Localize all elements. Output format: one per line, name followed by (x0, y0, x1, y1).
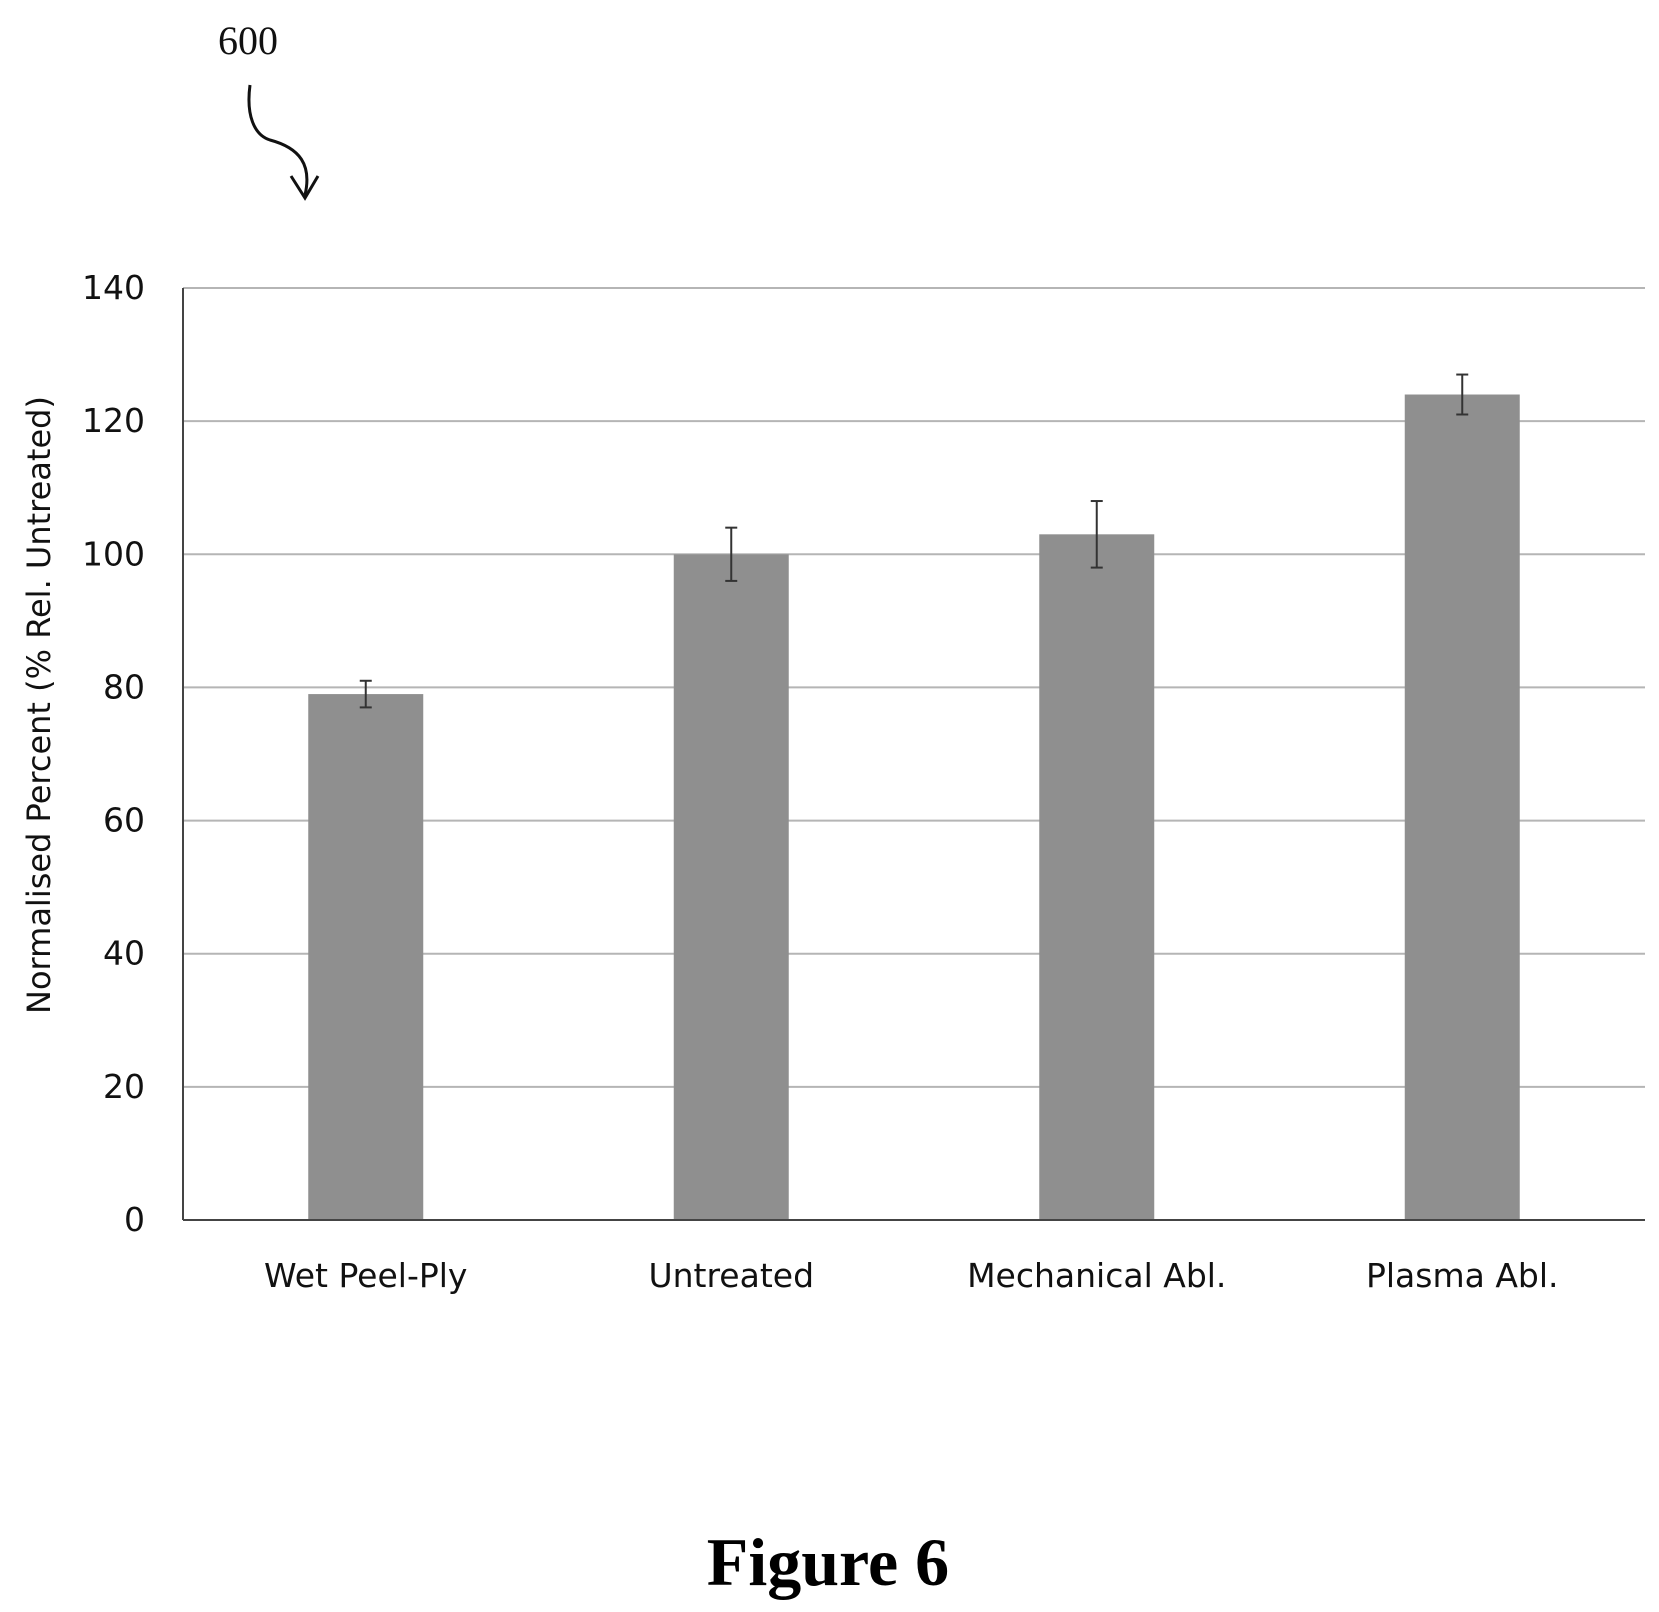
pointer-arrow-icon (247, 84, 309, 196)
bar (1039, 534, 1155, 1220)
y-tick-label: 0 (124, 1200, 145, 1239)
reference-numeral: 600 (218, 18, 278, 63)
bars (308, 394, 1520, 1220)
x-category-labels: Wet Peel-Ply Untreated Mechanical Abl. Plas… (264, 1256, 1558, 1295)
y-tick-label: 140 (82, 268, 145, 307)
y-tick-label: 40 (103, 934, 145, 973)
gridlines (183, 287, 1645, 1088)
x-category-label: Mechanical Abl. (967, 1256, 1226, 1295)
y-tick-labels: 0 20 40 60 80 100 120 140 (82, 268, 145, 1239)
x-category-label: Plasma Abl. (1366, 1256, 1559, 1295)
x-category-label: Wet Peel-Ply (264, 1256, 467, 1295)
y-tick-label: 120 (82, 401, 145, 440)
bar (1404, 394, 1520, 1220)
y-tick-label: 80 (103, 667, 145, 706)
y-tick-label: 20 (103, 1067, 145, 1106)
bar (673, 554, 789, 1220)
y-tick-label: 60 (103, 801, 145, 840)
figure-caption: Figure 6 (707, 1524, 949, 1600)
bar (308, 694, 424, 1220)
y-axis-label: Normalised Percent (% Rel. Untreated) (20, 396, 58, 1014)
error-bars (359, 373, 1469, 709)
arrowhead-icon (289, 175, 320, 201)
x-category-label: Untreated (648, 1256, 814, 1295)
y-tick-label: 100 (82, 534, 145, 573)
